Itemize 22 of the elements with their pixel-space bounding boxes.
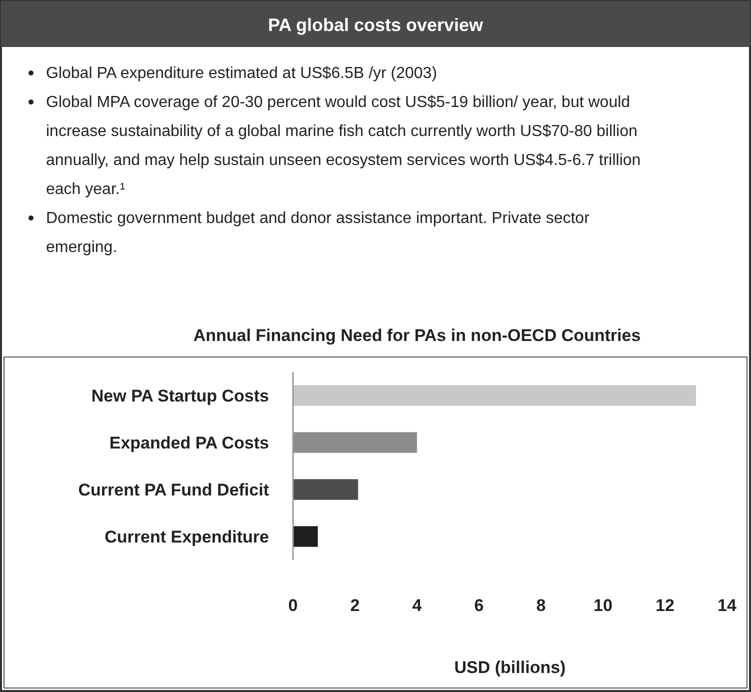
text: Global PA expenditure estimated at US$6.5B /yr (2003) bbox=[46, 65, 438, 82]
x-tick-label: 4 bbox=[412, 596, 422, 615]
bar bbox=[293, 526, 318, 547]
x-tick-label: 6 bbox=[474, 596, 484, 615]
bar bbox=[293, 385, 696, 406]
x-tick-label: 8 bbox=[536, 596, 546, 615]
x-tick-label: 14 bbox=[718, 596, 737, 615]
chart-title: Annual Financing Need for PAs in non-OECD Countries bbox=[193, 326, 641, 345]
x-tick-label: 12 bbox=[656, 596, 674, 615]
y-tick-label: Current PA Fund Deficit bbox=[78, 480, 270, 500]
text: Domestic government budget and donor assistance important. Private sector emerging. bbox=[46, 210, 590, 256]
x-axis-title: USD (billions) bbox=[454, 658, 566, 677]
y-tick-label: New PA Startup Costs bbox=[91, 386, 269, 406]
bar bbox=[293, 432, 417, 453]
x-tick-label: 0 bbox=[288, 596, 298, 615]
bar bbox=[293, 479, 358, 500]
x-tick-label: 10 bbox=[594, 596, 612, 615]
y-tick-label: Expanded PA Costs bbox=[109, 434, 269, 452]
y-tick-label: Current Expenditure bbox=[104, 528, 269, 546]
text: PA global costs overview bbox=[268, 15, 484, 35]
text: Global MPA coverage of 20-30 percent would cost US$5-19 billion/ year, but would increase sustainability of a global marine fish catch currently worth US$70-80 billion annually, and may help sustain unseen ecosystem services worth US$4.5-6.7 trillion each year.¹ bbox=[46, 94, 641, 198]
x-tick-label: 2 bbox=[350, 596, 360, 615]
